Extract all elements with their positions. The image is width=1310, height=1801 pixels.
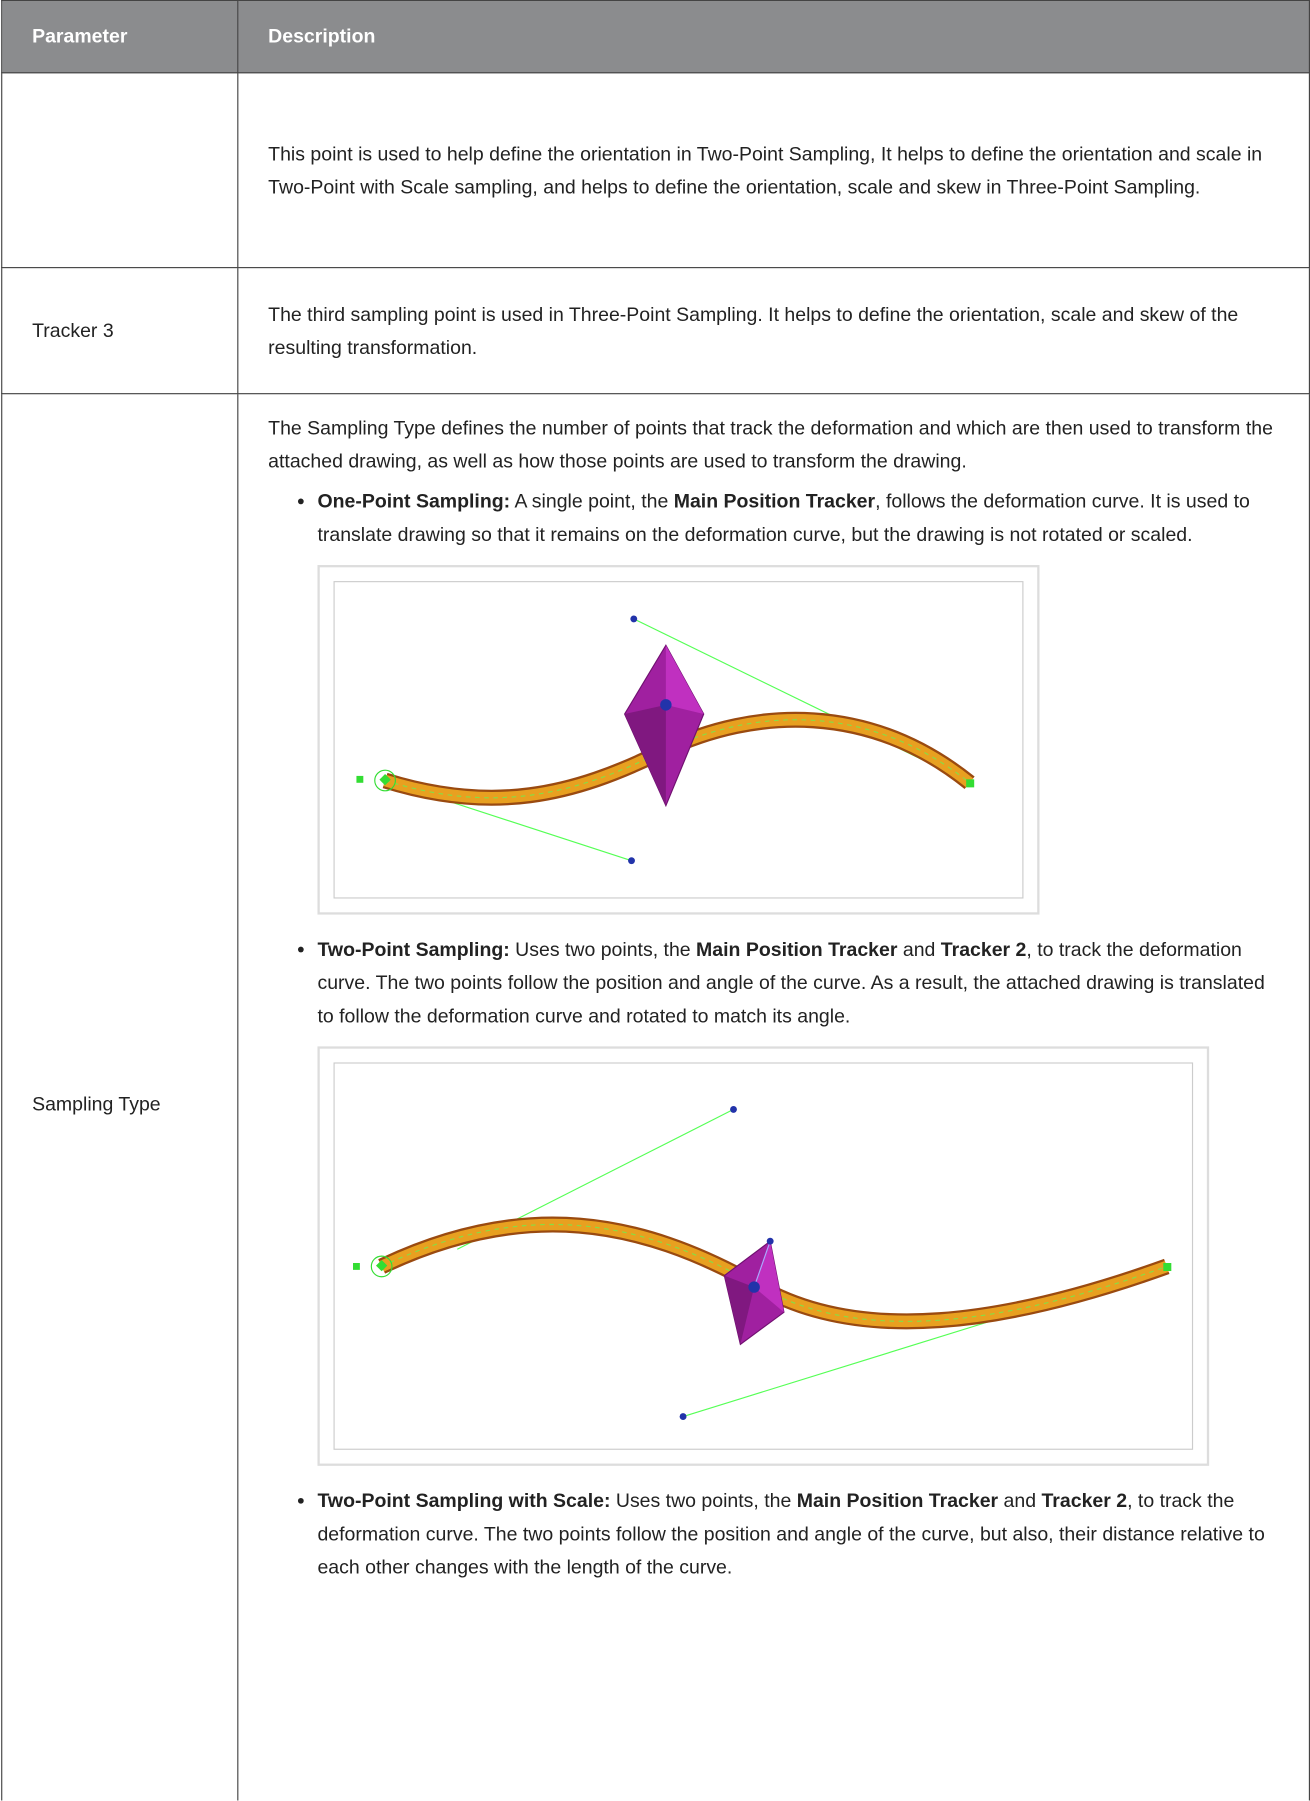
bold-text: Two-Point Sampling with Scale: bbox=[317, 1489, 611, 1512]
text: , to track the deformation curve. The tw… bbox=[317, 1489, 1265, 1579]
text: and bbox=[998, 1489, 1042, 1512]
header-cell: Parameter bbox=[1, 0, 239, 74]
two-point-diagram bbox=[352, 1105, 1172, 1421]
text: Uses two points, the bbox=[509, 938, 697, 961]
parameter-cell: Tracker 3 bbox=[1, 267, 239, 395]
text: Uses two points, the bbox=[610, 1489, 797, 1512]
text: , follows the deformation curve. It is u… bbox=[317, 490, 1250, 546]
illustration bbox=[317, 565, 1040, 915]
illustration bbox=[317, 1046, 1210, 1466]
description: This point is used to help define the or… bbox=[268, 142, 1263, 198]
bold-text: Main Position Tracker bbox=[796, 1489, 999, 1512]
bullet-list: One-Point Sampling: A single point, the … bbox=[268, 485, 1274, 1584]
description: The Sampling Type defines the number of … bbox=[268, 417, 1273, 473]
text: and bbox=[897, 938, 941, 961]
text: A single point, the bbox=[510, 490, 674, 513]
row: This point is used to help define the or… bbox=[1, 72, 1310, 269]
bullet: Two-Point Sampling with Scale: Uses two … bbox=[317, 1484, 1274, 1584]
frame bbox=[333, 1062, 1194, 1450]
description-cell: The third sampling point is used in Thre… bbox=[237, 267, 1310, 395]
header-row: Parameter Description bbox=[1, 0, 1310, 74]
description-cell: The Sampling Type defines the number of … bbox=[237, 393, 1310, 1801]
description-cell: This point is used to help define the or… bbox=[237, 72, 1310, 269]
bold-text: One-Point Sampling: bbox=[317, 490, 511, 513]
figure-item bbox=[268, 565, 1274, 915]
bullet: Two-Point Sampling: Uses two points, the… bbox=[317, 933, 1274, 1033]
bold-text: Main Position Tracker bbox=[696, 938, 898, 961]
row: Sampling Type The Sampling Type defines … bbox=[1, 393, 1310, 1801]
parameter-cell: Sampling Type bbox=[1, 393, 239, 1801]
bold-text: Tracker 2 bbox=[1041, 1489, 1128, 1512]
header-cell: Description bbox=[237, 0, 1310, 74]
description: The third sampling point is used in Thre… bbox=[268, 303, 1239, 359]
figure-item bbox=[268, 1046, 1274, 1466]
parameter-cell bbox=[1, 72, 239, 269]
bullet: One-Point Sampling: A single point, the … bbox=[317, 485, 1274, 551]
bold-text: Main Position Tracker bbox=[673, 490, 876, 513]
bold-text: Tracker 2 bbox=[940, 938, 1027, 961]
one-point-diagram bbox=[356, 615, 975, 865]
bold-text: Two-Point Sampling: bbox=[317, 938, 510, 961]
row: Tracker 3 The third sampling point is us… bbox=[1, 267, 1310, 395]
frame bbox=[333, 581, 1024, 899]
text: , to track the deformation curve. The tw… bbox=[317, 938, 1265, 1027]
